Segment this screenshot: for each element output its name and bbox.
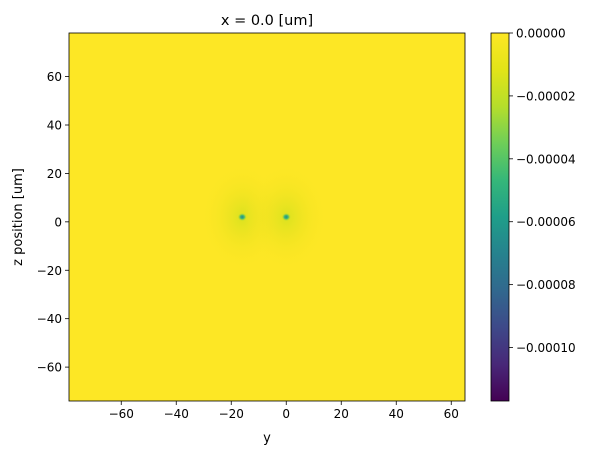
- colorbar-tick-label: −0.00008: [516, 278, 576, 292]
- x-tick-label: −20: [219, 407, 244, 421]
- x-tick-label: 20: [334, 407, 349, 421]
- y-tick-label: −60: [37, 361, 62, 375]
- y-tick-label: 0: [54, 215, 62, 229]
- y-tick-label: −20: [37, 264, 62, 278]
- field-peak-0: [237, 213, 247, 221]
- y-tick-label: 40: [47, 119, 62, 133]
- chart-title: x = 0.0 [um]: [221, 13, 313, 29]
- colorbar-tick-label: −0.00004: [516, 152, 576, 166]
- colorbar-tick-label: −0.00010: [516, 341, 576, 355]
- field-peak-1: [281, 213, 291, 221]
- x-tick-label: −40: [164, 407, 189, 421]
- x-tick-label: 40: [389, 407, 404, 421]
- y-axis: −60 −40 −20 0 20 40 60: [37, 70, 69, 375]
- y-axis-label: z position [um]: [11, 168, 26, 266]
- colorbar-gradient: [490, 32, 510, 402]
- x-tick-label: 0: [282, 407, 290, 421]
- x-tick-label: −60: [109, 407, 134, 421]
- plot-frame: [68, 32, 466, 402]
- y-tick-label: 60: [47, 70, 62, 84]
- colorbar-tick-label: −0.00006: [516, 215, 576, 229]
- colorbar: 0.00000 −0.00002 −0.00004 −0.00006 −0.00008 −…: [490, 27, 576, 402]
- x-axis-label: y: [263, 431, 271, 446]
- colorbar-tick-label: 0.00000: [516, 27, 566, 41]
- y-tick-label: −40: [37, 312, 62, 326]
- x-axis: −60 −40 −20 0 20 40 60: [109, 401, 459, 421]
- plot-area: [68, 32, 466, 402]
- x-tick-label: 60: [444, 407, 459, 421]
- colorbar-tick-label: −0.00002: [516, 89, 576, 103]
- y-tick-label: 20: [47, 167, 62, 181]
